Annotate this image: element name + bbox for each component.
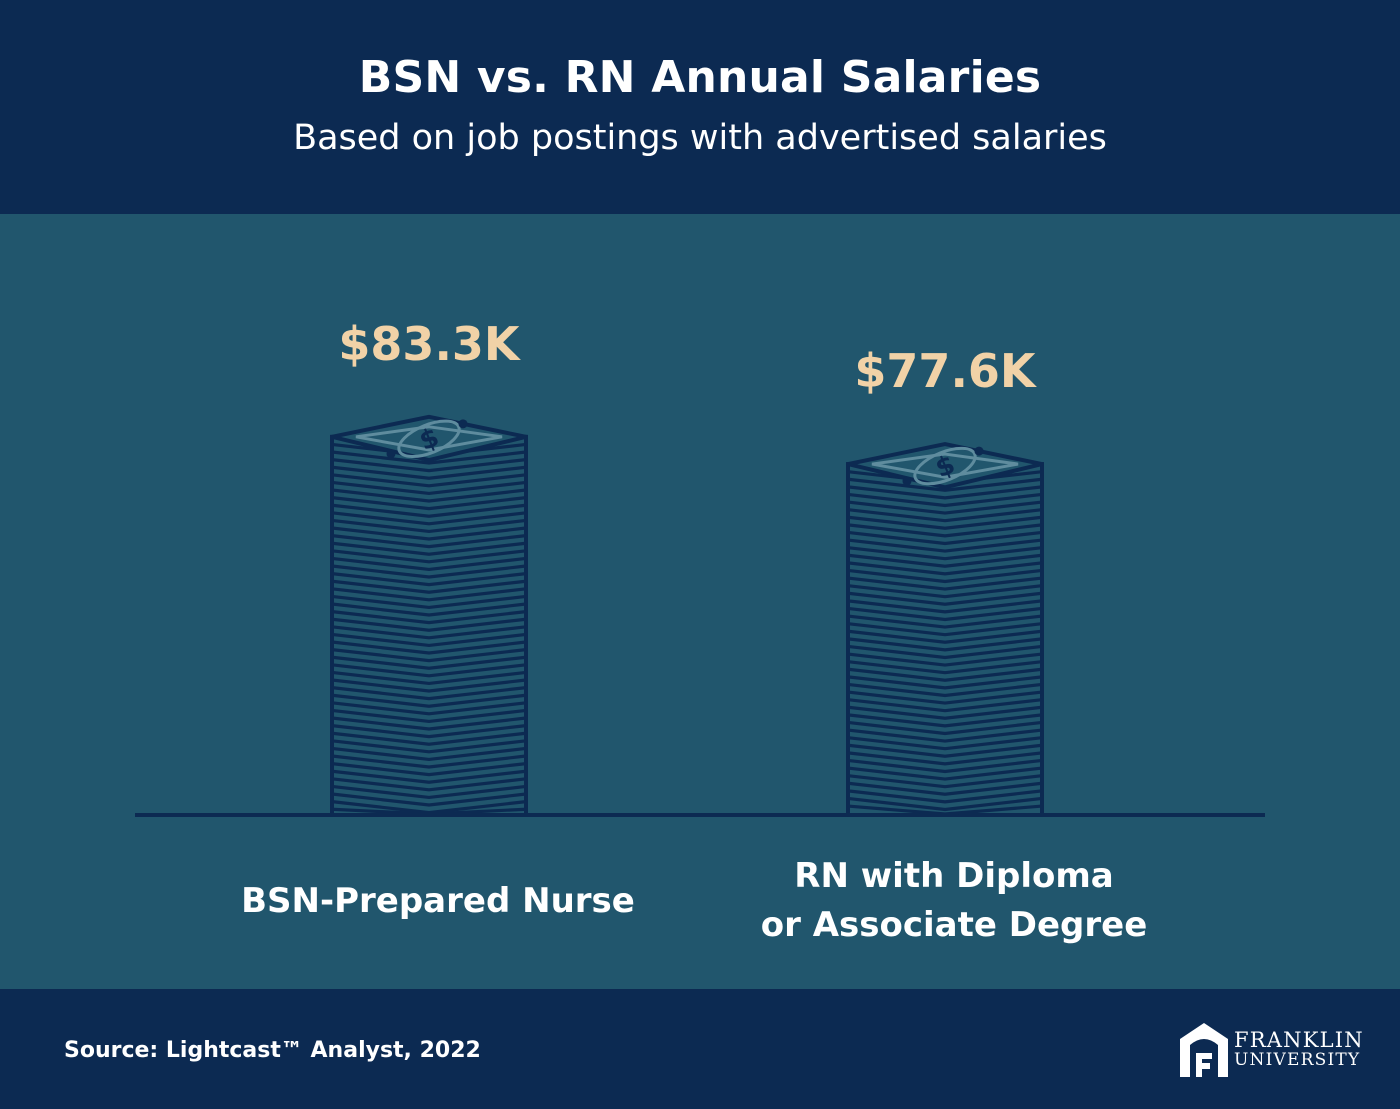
logo-word-line1: FRANKLIN bbox=[1234, 1028, 1364, 1052]
bar-top-bill: $ bbox=[330, 414, 528, 463]
bar-chart: $$ bbox=[135, 414, 1265, 818]
franklin-arch-icon bbox=[1180, 1023, 1228, 1077]
source-note: Source: Lightcast™ Analyst, 2022 bbox=[64, 1038, 481, 1063]
category-label-1: BSN-Prepared Nurse bbox=[241, 881, 635, 921]
chart-subtitle: Based on job postings with advertised sa… bbox=[293, 118, 1107, 158]
bar-2: $ bbox=[846, 442, 1044, 818]
value-label-2: $77.6K bbox=[854, 344, 1036, 399]
dollar-bill-oval bbox=[397, 419, 461, 458]
bar-1: $ bbox=[330, 414, 528, 818]
bill-dot bbox=[902, 476, 912, 486]
bar-bill-edges bbox=[847, 470, 1043, 816]
category-label-2: RN with Diploma or Associate Degree bbox=[760, 856, 1148, 945]
dollar-bill-oval bbox=[913, 446, 977, 486]
bill-dot bbox=[974, 446, 984, 456]
footer: Source: Lightcast™ Analyst, 2022 FRANKLI… bbox=[0, 989, 1400, 1109]
franklin-university-logo: FRANKLIN UNIVERSITY bbox=[1178, 1019, 1363, 1079]
bar-top-bill: $ bbox=[846, 442, 1044, 490]
header: BSN vs. RN Annual Salaries Based on job … bbox=[0, 0, 1400, 214]
bill-dot bbox=[458, 419, 468, 429]
chart-title: BSN vs. RN Annual Salaries bbox=[358, 52, 1042, 103]
bar-bill-edges bbox=[331, 442, 527, 816]
chart-area: $ $ $83.3K BSN-Prepared Nurse $77.6K RN with… bbox=[0, 214, 1400, 989]
value-label-1: $83.3K bbox=[338, 316, 520, 371]
bill-dot bbox=[386, 449, 396, 459]
logo-word-line2: UNIVERSITY bbox=[1234, 1050, 1361, 1070]
